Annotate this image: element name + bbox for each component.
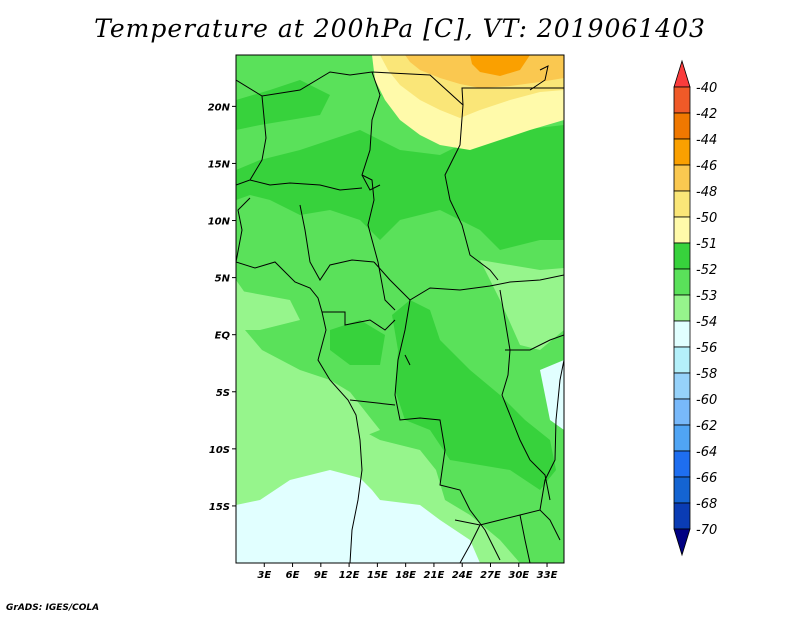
map-panel: [236, 55, 564, 563]
colorbar-label: -40: [696, 81, 717, 96]
colorbar-label: -60: [696, 393, 717, 408]
colorbar-swatch: [673, 242, 691, 270]
colorbar-swatch: [673, 190, 691, 218]
colorbar-swatch: [673, 320, 691, 348]
colorbar-swatch: [673, 216, 691, 244]
colorbar-label: -68: [696, 497, 717, 512]
colorbar-swatch: [673, 294, 691, 322]
lat-tick-label: 20N: [208, 102, 231, 113]
colorbar-label: -52: [696, 263, 717, 278]
colorbar-label: -51: [696, 237, 717, 252]
latitude-axis: 20N 15N 10N 5N EQ 5S 10S 15S: [208, 102, 236, 513]
lon-tick-label: 33E: [537, 570, 558, 581]
colorbar-label: -54: [696, 315, 717, 330]
colorbar-swatch: [673, 424, 691, 452]
colorbar-arrow-top: [673, 59, 691, 88]
colorbar-swatch: [673, 164, 691, 192]
lat-tick-label: 15N: [208, 159, 231, 170]
lon-tick-label: 27E: [480, 570, 501, 581]
colorbar-swatch: [673, 86, 691, 114]
lon-tick-label: 24E: [452, 570, 473, 581]
colorbar-label: -64: [696, 445, 717, 460]
lon-tick-label: 15E: [367, 570, 388, 581]
colorbar-label: -56: [696, 341, 717, 356]
colorbar-swatch: [673, 502, 691, 530]
colorbar-swatch: [673, 372, 691, 400]
colorbar-swatch: [673, 138, 691, 166]
colorbar-swatch: [673, 268, 691, 296]
colorbar-label: -62: [696, 419, 717, 434]
longitude-axis: 3E 6E 9E 12E 15E 18E 21E 24E 27E 30E 33E: [257, 563, 558, 581]
colorbar-label: -46: [696, 159, 717, 174]
field-band-pale-cyan: [236, 360, 564, 563]
colorbar-swatch: [673, 112, 691, 140]
colorbar-label: -53: [696, 289, 717, 304]
colorbar-label: -48: [696, 185, 717, 200]
colorbar-swatch: [673, 398, 691, 426]
lon-tick-label: 3E: [257, 570, 271, 581]
map-frame: [235, 54, 565, 564]
colorbar-swatch: [673, 346, 691, 374]
lon-tick-label: 12E: [339, 570, 360, 581]
lon-tick-label: 6E: [286, 570, 300, 581]
lat-tick-label: EQ: [215, 331, 231, 342]
credit-label: GrADS: IGES/COLA: [6, 603, 100, 613]
lat-tick-label: 10S: [209, 445, 230, 456]
lon-tick-label: 30E: [508, 570, 529, 581]
colorbar-swatch: [673, 450, 691, 478]
lat-tick-label: 10N: [208, 217, 231, 228]
colorbar-swatch: [673, 476, 691, 504]
colorbar-arrow-bottom: [673, 528, 691, 557]
colorbar-label: -44: [696, 133, 717, 148]
colorbar-label: -42: [696, 107, 717, 122]
country-borders: [236, 65, 564, 563]
colorbar-label: -50: [696, 211, 717, 226]
chart-title: Temperature at 200hPa [C], VT: 201906140…: [94, 14, 706, 43]
colorbar-label: -70: [696, 523, 717, 538]
field-band-dark-green: [236, 80, 564, 490]
lon-tick-label: 18E: [395, 570, 416, 581]
lat-tick-label: 15S: [209, 502, 230, 513]
lon-tick-label: 9E: [314, 570, 328, 581]
field-band-deep-orange: [470, 55, 530, 76]
lon-tick-label: 21E: [424, 570, 445, 581]
colorbar-label: -66: [696, 471, 717, 486]
lat-tick-label: 5N: [215, 274, 231, 285]
lat-tick-label: 5S: [216, 388, 230, 399]
colorbar-label: -58: [696, 367, 717, 382]
colorbar: -40 -42 -44 -46 -48 -50 -51 -52 -53 -54 -56 -58 -60 -…: [673, 59, 717, 557]
